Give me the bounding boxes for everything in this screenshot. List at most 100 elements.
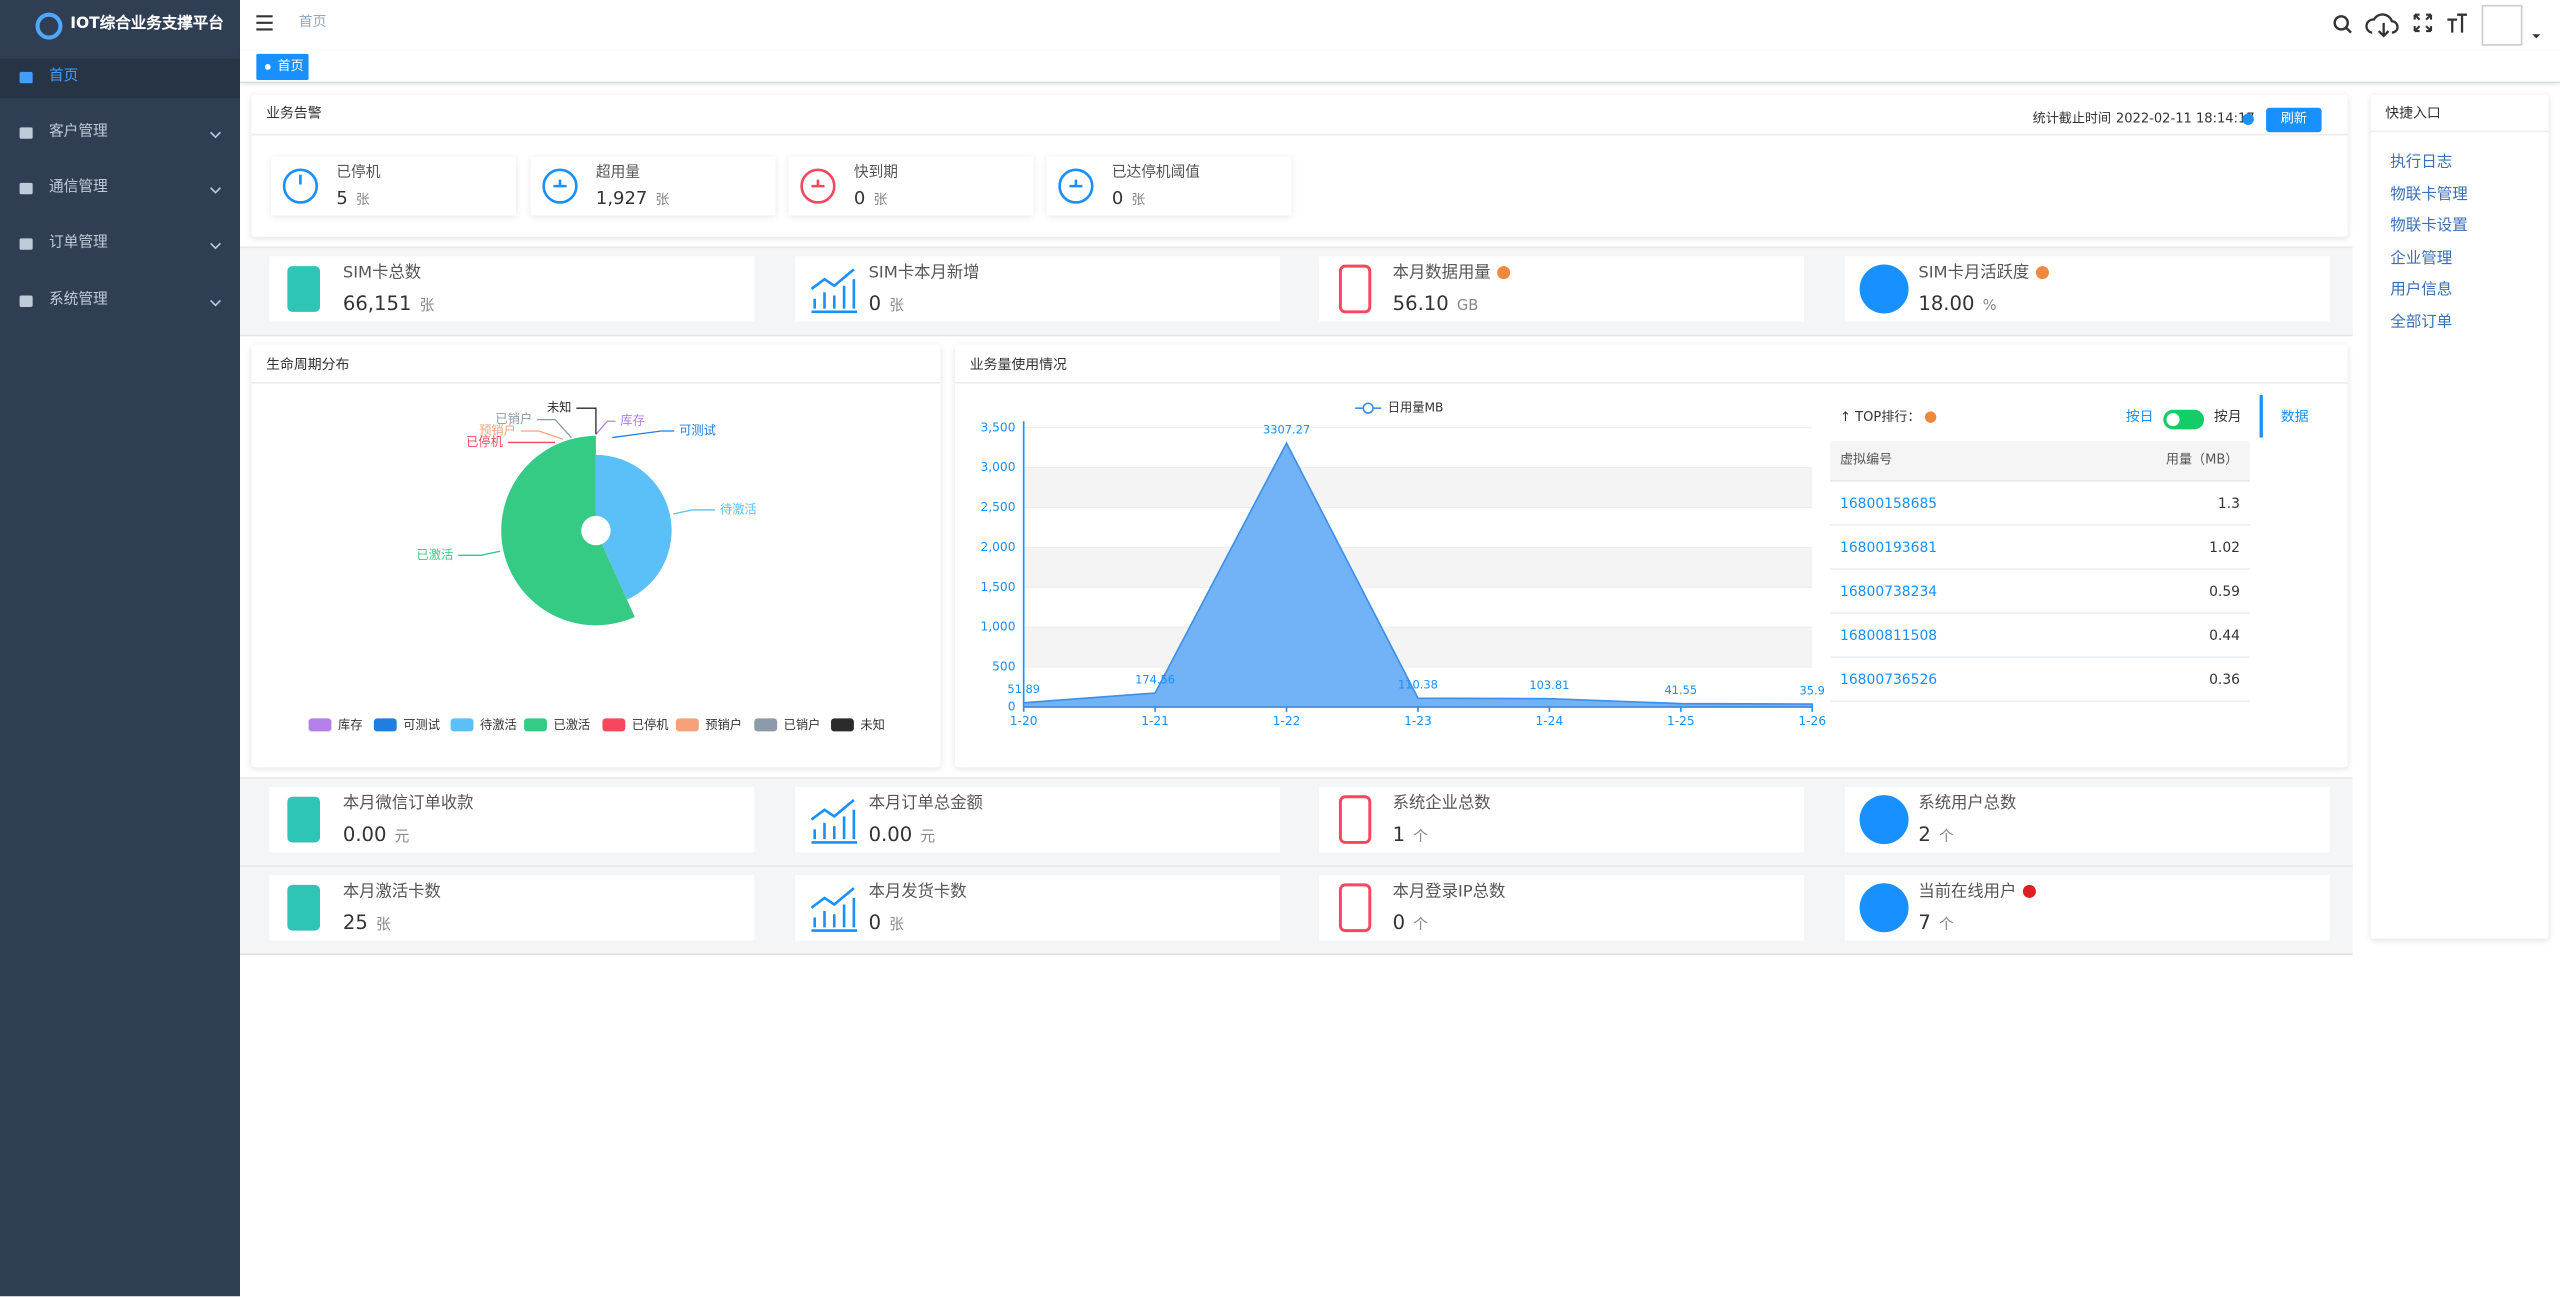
quick-link[interactable]: 全部订单 (2390, 313, 2453, 332)
alarm-label: 已停机 (336, 164, 381, 182)
stat-card (795, 256, 1280, 322)
stat-unit: 个 (1939, 917, 1954, 934)
stat-value: 0 (868, 292, 882, 316)
stat-value-row: 0.00 元 (869, 824, 936, 845)
stat-label-row: SIM卡总数 (343, 265, 421, 282)
menu-item[interactable]: 首页 (48, 68, 79, 85)
help-icon (1924, 411, 1937, 423)
table-cell-id[interactable]: 16800193681 (1839, 540, 1938, 557)
quick-links-card (2370, 94, 2549, 939)
tab-indicator (2259, 395, 2263, 438)
menu-item[interactable]: 系统管理 (48, 292, 108, 309)
table-cell-id[interactable]: 16800736526 (1839, 672, 1938, 689)
table-cell-usage: 0.59 (2209, 584, 2240, 601)
alarm-item (788, 156, 1034, 216)
stat-label: 系统企业总数 (1392, 795, 1491, 814)
card-divider (251, 133, 2348, 136)
table-cell-usage: 0.36 (2209, 672, 2240, 689)
stat-label: SIM卡本月新增 (868, 264, 980, 283)
menu-item[interactable]: 通信管理 (48, 179, 108, 196)
stat-value-row: 25 张 (343, 913, 391, 934)
alarm-value: 0 (853, 187, 866, 209)
stat-label: 本月数据用量 (1392, 264, 1491, 283)
stat-label-row: 系统企业总数 (1392, 795, 1491, 814)
card-title: 业务告警 (266, 106, 322, 123)
alarm-unit: 张 (355, 192, 370, 209)
stat-value-row: 66,151 张 (343, 294, 434, 315)
quick-link[interactable]: 执行日志 (2390, 153, 2453, 172)
table-cell-id[interactable]: 16800158685 (1839, 496, 1938, 513)
quick-link[interactable]: 物联卡设置 (2390, 217, 2468, 236)
alarm-unit: 张 (873, 192, 888, 209)
stat-label: 本月微信订单收款 (342, 795, 474, 814)
stat-time-label: 统计截止时间 (2032, 111, 2112, 126)
toggle-month[interactable]: 按月 (2213, 409, 2242, 427)
stat-label-row: 本月登录IP总数 (1393, 884, 1506, 901)
top-bar (239, 0, 2560, 53)
breadcrumb[interactable]: 首页 (298, 14, 327, 32)
quick-link[interactable]: 企业管理 (2390, 249, 2453, 268)
chart-title: 业务量使用情况 (969, 357, 1067, 374)
stat-value: 56.10 (1392, 292, 1449, 316)
refresh-label[interactable]: 刷新 (2280, 111, 2307, 126)
stat-value: 1 (1392, 822, 1406, 846)
stat-unit: 个 (1413, 917, 1429, 934)
stat-value: 66,151 (342, 292, 412, 316)
menu-item[interactable]: 客户管理 (48, 124, 108, 141)
stat-value: 18.00 (1918, 292, 1975, 316)
stat-unit: % (1982, 298, 1997, 316)
stat-label-row: 本月发货卡数 (869, 884, 967, 901)
table-cell-id[interactable]: 16800811508 (1839, 628, 1938, 645)
stat-label-row: 本月数据用量 (1392, 264, 1511, 283)
table-cell-id[interactable]: 16800738234 (1839, 584, 1938, 601)
table-row (1830, 526, 2250, 570)
table-header-cell: 用量（MB） (2165, 452, 2239, 467)
alarm-label: 超用量 (595, 164, 641, 182)
alarm-item (271, 156, 516, 216)
stat-value-row: 18.00% (1918, 294, 1996, 315)
alarm-unit: 张 (1131, 192, 1146, 209)
menu-item[interactable]: 订单管理 (48, 235, 108, 252)
quick-link[interactable]: 用户信息 (2390, 281, 2453, 300)
refresh-button[interactable] (2266, 107, 2322, 133)
stat-unit: 个 (1939, 829, 1954, 846)
stat-unit: 张 (419, 298, 435, 316)
stat-value-row: 0.00 元 (343, 824, 410, 845)
lifecycle-card (251, 344, 941, 768)
stat-label-row: 系统用户总数 (1918, 795, 2017, 814)
stat-label: 本月激活卡数 (342, 883, 441, 902)
stat-value: 0.00 (868, 822, 913, 846)
stat-time: 2022-02-11 18:14:17 (2115, 111, 2255, 126)
table-cell-usage: 0.44 (2209, 628, 2240, 645)
stat-label: 系统用户总数 (1918, 795, 2017, 814)
table-cell-usage: 1.02 (2209, 540, 2240, 557)
stat-card (269, 256, 755, 322)
stat-card (269, 786, 755, 853)
table-row (1830, 658, 2250, 703)
stat-unit: 张 (889, 298, 904, 316)
stat-card (795, 875, 1280, 941)
stat-label: SIM卡月活跃度 (1918, 264, 2030, 283)
stat-value: 7 (1918, 911, 1931, 934)
stat-value: 0.00 (342, 822, 387, 846)
stat-value: 2 (1918, 822, 1931, 846)
alarm-value-row: 1,927 张 (596, 189, 669, 208)
card-title: 快捷入口 (2385, 106, 2441, 123)
alarm-unit: 张 (655, 192, 670, 209)
stat-card (1844, 786, 2330, 853)
data-tab[interactable]: 数据 (2280, 409, 2309, 427)
alarm-value: 1,927 (595, 187, 648, 209)
toggle-day[interactable]: 按日 (2125, 409, 2154, 427)
quick-link[interactable]: 物联卡管理 (2390, 185, 2468, 204)
table-header (1830, 440, 2250, 482)
help-icon (1497, 266, 1511, 280)
tab-label[interactable]: 首页 (277, 58, 304, 74)
stat-label: 当前在线用户 (1918, 883, 2017, 902)
table-header-cell: 虚拟编号 (1839, 452, 1893, 467)
stat-card (1844, 875, 2330, 941)
